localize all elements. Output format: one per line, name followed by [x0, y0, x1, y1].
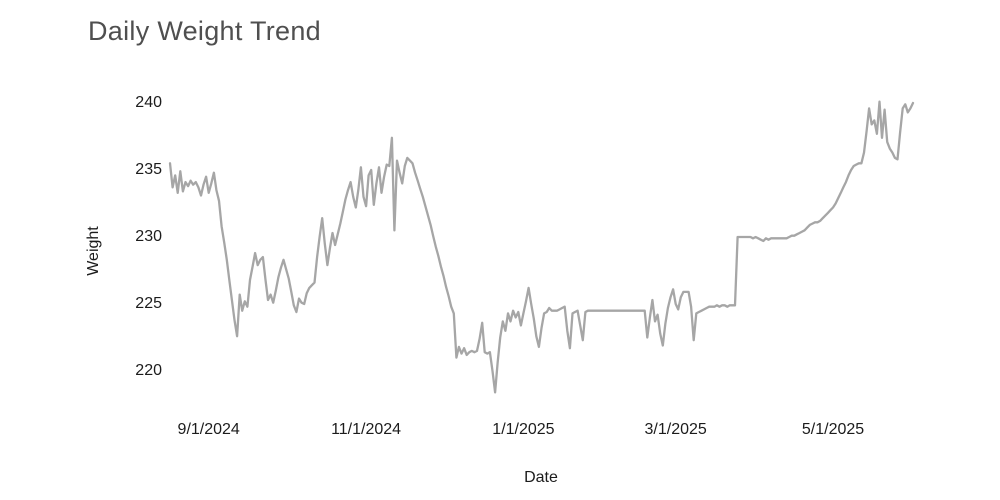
y-tick-label: 225: [135, 295, 162, 312]
y-tick-label: 230: [135, 228, 162, 245]
x-tick-label: 11/1/2024: [331, 421, 402, 438]
x-tick-label: 5/1/2025: [801, 421, 865, 438]
x-tick-label: 3/1/2025: [644, 421, 707, 438]
y-tick-label: 235: [135, 161, 162, 178]
y-tick-label: 220: [135, 362, 162, 379]
weight-trend-line: [168, 100, 915, 394]
x-tick-label: 9/1/2024: [177, 421, 240, 438]
y-axis-label: Weight: [85, 226, 102, 276]
y-tick-label: 240: [135, 94, 162, 111]
chart-title: Daily Weight Trend: [88, 16, 322, 46]
x-tick-label: 1/1/2025: [492, 421, 555, 438]
x-axis-label: Date: [524, 469, 558, 486]
